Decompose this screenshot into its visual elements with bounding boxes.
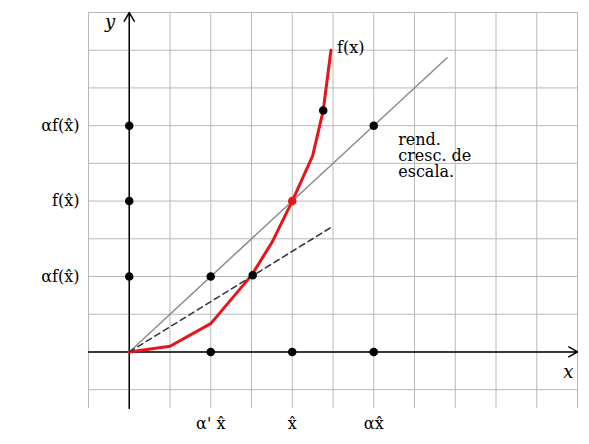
svg-text:y: y (104, 11, 116, 32)
svg-text:rend.cresc. deescala.: rend.cresc. deescala. (398, 130, 471, 181)
svg-text:αf(x̂): αf(x̂) (41, 116, 79, 135)
svg-text:αf(x̂): αf(x̂) (41, 267, 79, 286)
svg-text:f(x̂): f(x̂) (52, 191, 79, 210)
svg-text:x̂: x̂ (288, 414, 297, 433)
svg-text:α' x̂: α' x̂ (196, 414, 225, 433)
svg-text:f(x): f(x) (337, 38, 364, 57)
svg-text:x: x (563, 361, 573, 382)
svg-text:αx̂: αx̂ (364, 414, 384, 433)
